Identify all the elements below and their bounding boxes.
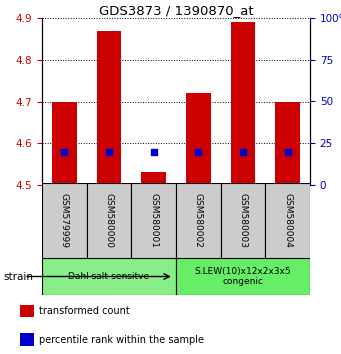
Bar bbox=[276, 102, 300, 185]
Bar bbox=[42, 183, 87, 258]
Bar bbox=[52, 102, 77, 185]
Title: GDS3873 / 1390870_at: GDS3873 / 1390870_at bbox=[99, 4, 253, 17]
Text: GSM579999: GSM579999 bbox=[60, 193, 69, 248]
Text: GSM580001: GSM580001 bbox=[149, 193, 158, 248]
Point bbox=[240, 150, 246, 155]
Text: Dahl salt-sensitve: Dahl salt-sensitve bbox=[69, 272, 150, 281]
Bar bbox=[42, 258, 176, 295]
Point bbox=[151, 150, 157, 155]
Text: S.LEW(10)x12x2x3x5
congenic: S.LEW(10)x12x2x3x5 congenic bbox=[195, 267, 291, 286]
Bar bbox=[265, 183, 310, 258]
Text: strain: strain bbox=[3, 272, 33, 281]
Text: GSM580002: GSM580002 bbox=[194, 193, 203, 248]
Bar bbox=[20, 333, 34, 346]
Bar bbox=[186, 93, 211, 185]
Text: GSM580000: GSM580000 bbox=[104, 193, 114, 248]
Text: percentile rank within the sample: percentile rank within the sample bbox=[39, 335, 204, 344]
Point bbox=[196, 150, 201, 155]
Bar bbox=[131, 183, 176, 258]
Bar bbox=[142, 172, 166, 185]
Point bbox=[285, 150, 291, 155]
Bar bbox=[97, 30, 121, 185]
Text: transformed count: transformed count bbox=[39, 306, 130, 316]
Bar bbox=[176, 183, 221, 258]
Point bbox=[62, 150, 67, 155]
Text: GSM580003: GSM580003 bbox=[238, 193, 248, 248]
Bar bbox=[221, 183, 265, 258]
Text: GSM580004: GSM580004 bbox=[283, 193, 292, 248]
Bar bbox=[87, 183, 131, 258]
Point bbox=[106, 150, 112, 155]
Bar bbox=[231, 22, 255, 185]
Bar bbox=[176, 258, 310, 295]
Bar bbox=[20, 305, 34, 317]
